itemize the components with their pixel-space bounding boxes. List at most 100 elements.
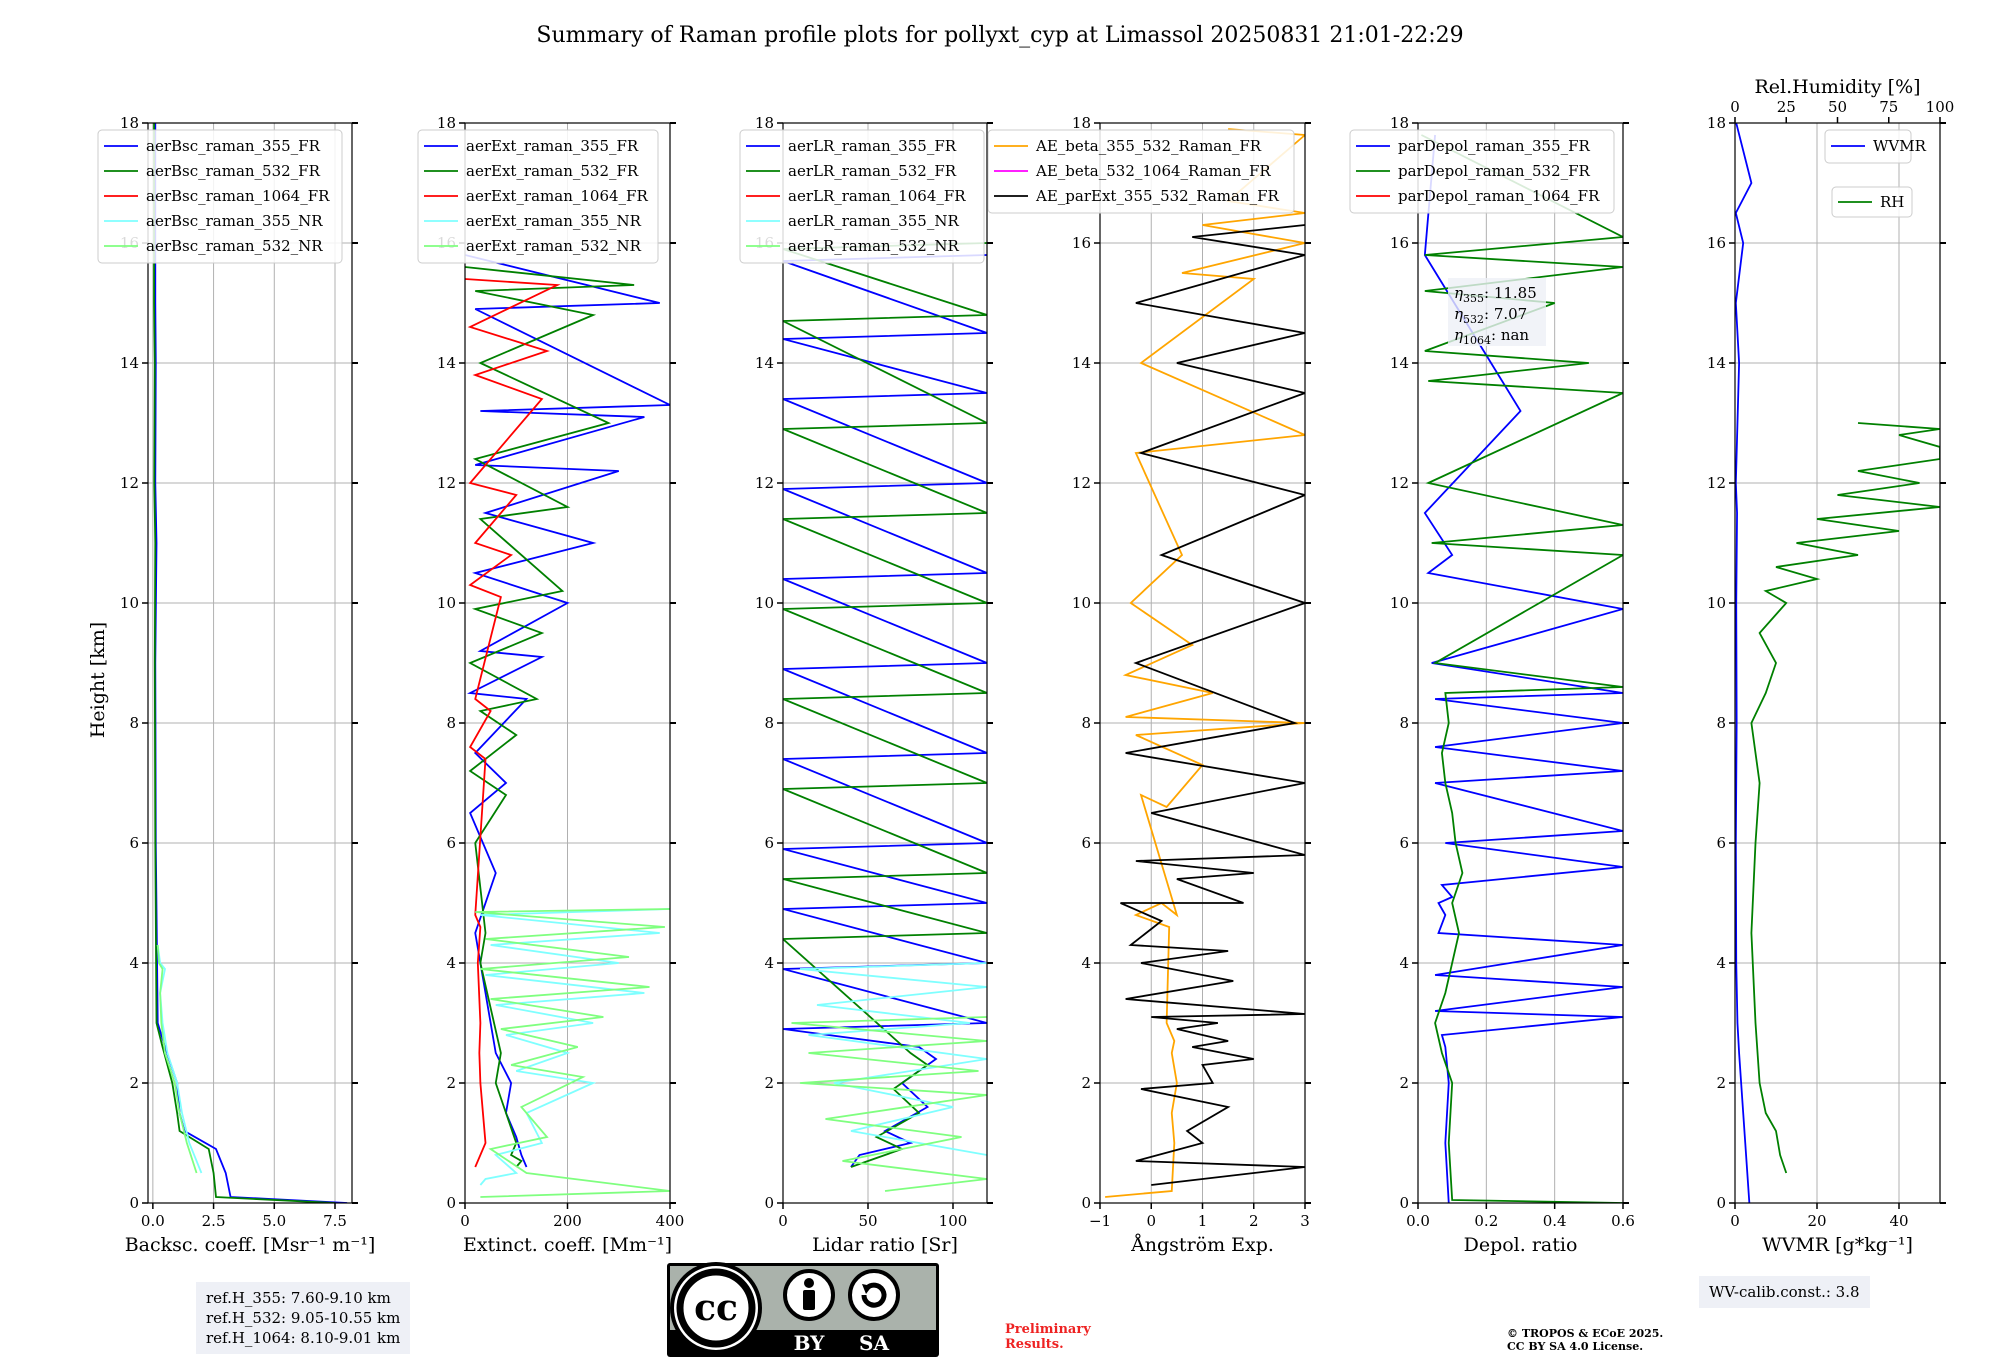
y-tick-label: 4	[1716, 954, 1726, 972]
x2-tick-label: 50	[1828, 98, 1847, 116]
y-tick-label: 10	[437, 594, 456, 612]
legend: aerLR_raman_355_FR aerLR_raman_532_FR aerL…	[739, 129, 985, 264]
legend-label: aerLR_raman_355_FR	[788, 137, 957, 155]
x-tick-label: 40	[1889, 1212, 1908, 1230]
legend-box	[739, 129, 985, 264]
legend-box	[987, 129, 1295, 214]
legend: aerExt_raman_355_FR aerExt_raman_532_FRae…	[417, 129, 659, 264]
sa-label: SA	[859, 1331, 889, 1355]
x-tick-label: 400	[656, 1212, 685, 1230]
y-tick-label: 12	[1072, 474, 1091, 492]
x-tick-label: 5.0	[262, 1212, 286, 1230]
legend-label: parDepol_raman_355_FR	[1398, 137, 1591, 155]
axes-frame	[147, 122, 353, 1204]
legend: aerBsc_raman_355_FR aerBsc_raman_532_FRae…	[97, 129, 343, 264]
legend-label: aerLR_raman_1064_FR	[788, 187, 966, 205]
y-tick-label: 2	[1081, 1074, 1091, 1092]
legend-label: aerLR_raman_532_FR	[788, 162, 957, 180]
y-tick-label: 8	[1716, 714, 1726, 732]
y-tick-label: 2	[446, 1074, 456, 1092]
ref-height-1064: ref.H_1064: 8.10-9.01 km	[206, 1329, 401, 1347]
legend: parDepol_raman_355_FR parDepol_raman_532_…	[1349, 129, 1615, 214]
y-tick-label: 6	[1081, 834, 1091, 852]
y-tick-label: 14	[120, 354, 139, 372]
y-tick-label: 2	[129, 1074, 139, 1092]
legend-label: aerBsc_raman_355_NR	[146, 212, 323, 230]
copyright-line-1: © TROPOS & ECoE 2025.	[1507, 1327, 1664, 1340]
y-tick-label: 4	[764, 954, 774, 972]
x-tick-label: 0	[1146, 1212, 1156, 1230]
y-tick-label: 10	[1707, 594, 1726, 612]
copyright-line-2: CC BY SA 4.0 License.	[1507, 1340, 1644, 1353]
series-line-parDepol_raman_355_FR	[1423, 134, 1623, 1203]
y-tick-label: 10	[1390, 594, 1409, 612]
legend-box	[1349, 129, 1615, 214]
y-tick-label: 4	[129, 954, 139, 972]
x-tick-label: 7.5	[323, 1212, 347, 1230]
ref-height-355: ref.H_355: 7.60-9.10 km	[206, 1289, 391, 1307]
series-line-aerBsc_raman_532_NR	[156, 944, 198, 1174]
preliminary-line-2: Results.	[1005, 1337, 1064, 1352]
y-tick-label: 12	[1390, 474, 1409, 492]
x-tick-label: 3	[1300, 1212, 1310, 1230]
legend-box	[97, 129, 343, 264]
y-tick-label: 0	[764, 1194, 774, 1212]
series-line-aerExt_raman_355_FR	[465, 254, 670, 1168]
y-tick-label: 16	[1707, 234, 1726, 252]
x2-tick-label: 25	[1777, 98, 1796, 116]
axes-frame	[1734, 122, 1941, 1204]
y-tick-label: 4	[446, 954, 456, 972]
legend-label: RH	[1880, 193, 1904, 211]
sa-share-icon	[848, 1269, 900, 1321]
x-tick-label: 0.2	[1474, 1212, 1498, 1230]
legend-label: AE_beta_532_1064_Raman_FR	[1035, 162, 1271, 180]
x-tick-label: 0	[460, 1212, 470, 1230]
y-tick-label: 10	[1072, 594, 1091, 612]
cc-logo-text: cc	[694, 1287, 738, 1329]
y-tick-label: 18	[1072, 114, 1091, 132]
y-tick-label: 18	[437, 114, 456, 132]
series-line-aerLR_raman_355_NR	[799, 962, 987, 1156]
x-tick-label: 50	[858, 1212, 877, 1230]
series-line-aerExt_raman_1064_FR	[465, 278, 561, 1168]
copyright-note: © TROPOS & ECoE 2025. CC BY SA 4.0 Licen…	[1507, 1327, 1663, 1353]
y-tick-label: 6	[1716, 834, 1726, 852]
series-line-aerExt_raman_355_NR	[479, 908, 670, 1186]
y-tick-label: 6	[129, 834, 139, 852]
eta-annotation: η355: 11.85 η532: 7.07 η1064: nan	[1448, 278, 1546, 347]
y-tick-label: 6	[764, 834, 774, 852]
y-tick-label: 2	[1399, 1074, 1409, 1092]
legend-label: aerExt_raman_355_FR	[466, 137, 639, 155]
x-tick-label: 0.0	[1406, 1212, 1430, 1230]
y-tick-label: 0	[1081, 1194, 1091, 1212]
y-tick-label: 2	[1716, 1074, 1726, 1092]
legend-label: aerExt_raman_1064_FR	[466, 187, 648, 205]
y-tick-label: 16	[1390, 234, 1409, 252]
legend-box	[417, 129, 659, 264]
series-line-aerLR_raman_532_NR	[791, 1016, 987, 1192]
legend-box	[1824, 129, 1912, 164]
legend-label: AE_parExt_355_532_Raman_FR	[1035, 187, 1280, 205]
y-tick-label: 14	[1707, 354, 1726, 372]
x-tick-label: 100	[939, 1212, 968, 1230]
series-line-aerLR_raman_355_FR	[783, 254, 987, 1168]
panel-3: 024681012141618050100Lidar ratio [Sr]aer…	[739, 114, 993, 1256]
x-tick-label: 200	[553, 1212, 582, 1230]
y-tick-label: 8	[446, 714, 456, 732]
y-tick-label: 0	[446, 1194, 456, 1212]
series-line-AE_beta_355_532_Raman_FR	[1105, 128, 1305, 1198]
x2-tick-label: 100	[1926, 98, 1955, 116]
preliminary-note: Preliminary Results.	[1005, 1322, 1091, 1352]
legend-label: aerExt_raman_355_NR	[466, 212, 642, 230]
y-tick-label: 6	[446, 834, 456, 852]
y-tick-label: 8	[129, 714, 139, 732]
y-tick-label: 14	[437, 354, 456, 372]
x-axis-label: Extinct. coeff. [Mm⁻¹]	[463, 1234, 672, 1256]
x-axis-label: Ångström Exp.	[1130, 1234, 1274, 1256]
x-tick-label: 0.6	[1611, 1212, 1635, 1230]
series-line-aerBsc_raman_532_FR	[153, 123, 336, 1203]
